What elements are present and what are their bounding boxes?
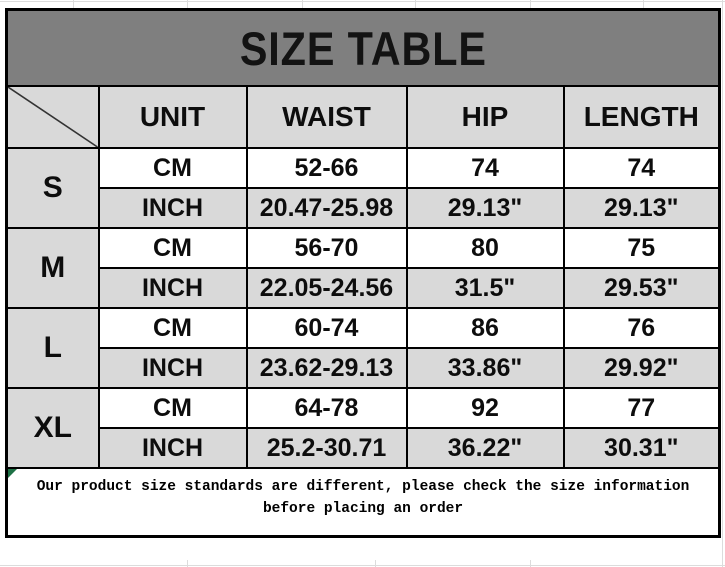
value-xl-inch-waist: 25.2-30.71 [245, 427, 408, 469]
table-row: L CM 60-74 86 76 [5, 307, 721, 389]
value-m-inch-length: 29.53" [562, 267, 721, 309]
value-l-inch-length: 29.92" [562, 347, 721, 389]
table-row: INCH 22.05-24.56 31.5" 29.53" [7, 267, 721, 309]
unit-label-cm: CM [97, 147, 248, 189]
value-s-inch-length: 29.13" [562, 187, 721, 229]
size-note: Our product size standards are different… [36, 479, 690, 517]
unit-label-inch: INCH [97, 187, 248, 229]
value-s-cm-waist: 52-66 [245, 147, 408, 189]
gridline [415, 0, 416, 8]
column-header-hip: HIP [405, 85, 565, 149]
value-m-inch-hip: 31.5" [405, 267, 565, 309]
gridline [73, 0, 74, 8]
value-m-cm-length: 75 [562, 227, 721, 269]
gridline [187, 560, 188, 567]
column-header-unit: UNIT [97, 85, 248, 149]
title-band: SIZE TABLE [5, 8, 721, 87]
unit-label-inch: INCH [97, 427, 248, 469]
table-row: XL CM 64-78 92 77 [5, 387, 721, 469]
gridline [0, 1, 725, 2]
table-row: M CM 56-70 80 75 [5, 227, 721, 309]
value-m-cm-waist: 56-70 [245, 227, 408, 269]
gridline [302, 0, 303, 8]
gridline [375, 560, 376, 567]
column-header-length: LENGTH [562, 85, 721, 149]
value-m-cm-hip: 80 [405, 227, 565, 269]
gridline [530, 560, 531, 567]
gridline [722, 0, 723, 567]
value-xl-cm-hip: 92 [405, 387, 565, 429]
value-m-inch-waist: 22.05-24.56 [245, 267, 408, 309]
table-row: INCH 25.2-30.71 36.22" 30.31" [7, 427, 721, 469]
unit-label-inch: INCH [97, 267, 248, 309]
value-s-cm-length: 74 [562, 147, 721, 189]
value-l-inch-hip: 33.86" [405, 347, 565, 389]
value-xl-inch-length: 30.31" [562, 427, 721, 469]
value-s-inch-waist: 20.47-25.98 [245, 187, 408, 229]
size-label-xl: XL [5, 387, 100, 469]
value-xl-inch-hip: 36.22" [405, 427, 565, 469]
gridline [0, 565, 725, 566]
page-title: SIZE TABLE [239, 21, 487, 75]
footnote-cell: Our product size standards are different… [5, 467, 721, 538]
size-label-l: L [5, 307, 100, 389]
column-header-waist: WAIST [245, 85, 408, 149]
value-s-inch-hip: 29.13" [405, 187, 565, 229]
value-l-cm-hip: 86 [405, 307, 565, 349]
gridline [187, 0, 188, 8]
value-l-cm-waist: 60-74 [245, 307, 408, 349]
table-row: INCH 20.47-25.98 29.13" 29.13" [7, 187, 721, 229]
gridline [643, 0, 644, 8]
value-xl-cm-length: 77 [562, 387, 721, 429]
size-table: SIZE TABLE UNIT WAIST HIP LENGTH S CM 52… [5, 8, 722, 538]
unit-label-cm: CM [97, 307, 248, 349]
value-l-inch-waist: 23.62-29.13 [245, 347, 408, 389]
size-label-s: S [5, 147, 100, 229]
excel-error-triangle-icon [8, 469, 17, 478]
gridline [530, 0, 531, 8]
value-s-cm-hip: 74 [405, 147, 565, 189]
unit-label-cm: CM [97, 227, 248, 269]
value-l-cm-length: 76 [562, 307, 721, 349]
value-xl-cm-waist: 64-78 [245, 387, 408, 429]
unit-label-inch: INCH [97, 347, 248, 389]
table-row: S CM 52-66 74 74 [5, 147, 721, 229]
unit-label-cm: CM [97, 387, 248, 429]
size-label-m: M [5, 227, 100, 309]
diagonal-slash-line [8, 88, 97, 146]
diagonal-header-cell [5, 85, 100, 149]
table-row: INCH 23.62-29.13 33.86" 29.92" [7, 347, 721, 389]
